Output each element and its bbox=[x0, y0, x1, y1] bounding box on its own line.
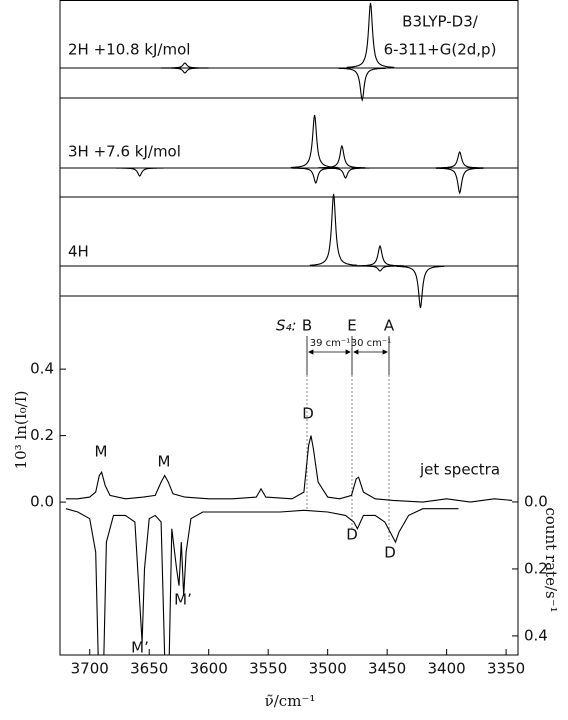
annotation: M bbox=[158, 453, 171, 471]
computed-peak bbox=[291, 167, 340, 184]
annotation: M’ bbox=[174, 591, 192, 609]
computed-peak bbox=[290, 114, 339, 169]
computed-peak bbox=[115, 167, 164, 177]
x-tick-label: 3550 bbox=[249, 660, 287, 678]
y2-tick-label: 0.4 bbox=[524, 626, 548, 644]
x-tick-label: 3450 bbox=[368, 660, 406, 678]
y-tick-label: 0.2 bbox=[30, 426, 54, 444]
splitting-arrows bbox=[306, 336, 390, 375]
y-axis-label: 10³ ln(I₀/I) bbox=[12, 391, 30, 470]
plot-area bbox=[65, 435, 513, 655]
frame bbox=[59, 0, 519, 656]
annotation: M bbox=[95, 443, 108, 461]
band-label: B bbox=[302, 317, 312, 335]
computed-peak bbox=[435, 151, 484, 169]
y2-tick-label: 0.0 bbox=[524, 492, 548, 510]
computed-peak bbox=[435, 167, 484, 195]
annotation: M’ bbox=[131, 639, 149, 657]
panel-label: 2H +10.8 kJ/mol bbox=[68, 41, 190, 59]
x-tick-label: 3700 bbox=[71, 660, 109, 678]
method-text: 6-311+G(2d,p) bbox=[384, 41, 497, 59]
x-tick-label: 3350 bbox=[487, 660, 525, 678]
annotation: D bbox=[346, 526, 358, 544]
y2-axis-label: count rate/s⁻¹ bbox=[542, 507, 560, 612]
guide-lines bbox=[306, 375, 390, 540]
annotation: D bbox=[384, 544, 396, 562]
y2-tick-label: 0.2 bbox=[524, 559, 548, 577]
y-tick-label: 0.4 bbox=[30, 360, 54, 378]
computed-peak bbox=[356, 244, 404, 267]
x-tick-label: 3400 bbox=[428, 660, 466, 678]
x-tick-label: 3650 bbox=[130, 660, 168, 678]
x-tick-label: 3500 bbox=[309, 660, 347, 678]
computed-peak bbox=[396, 265, 445, 309]
computed-peak bbox=[309, 193, 358, 266]
computed-peak bbox=[346, 2, 395, 68]
spectrum-line bbox=[65, 508, 459, 655]
computed-peak bbox=[161, 62, 209, 69]
computed-peak bbox=[321, 167, 370, 179]
splitting-label: S₄: bbox=[276, 317, 297, 335]
spectrum-line bbox=[65, 435, 513, 503]
gap-label: 39 cm⁻¹ bbox=[310, 338, 350, 349]
gap-label: 30 cm⁻¹ bbox=[351, 338, 391, 349]
method-text: B3LYP-D3/ bbox=[402, 13, 479, 31]
computed-peak bbox=[356, 265, 404, 272]
x-axis-label: ν̃/cm⁻¹ bbox=[265, 692, 316, 710]
y-tick-label: 0.0 bbox=[30, 493, 54, 511]
computed-peak bbox=[161, 67, 209, 74]
band-label: A bbox=[384, 317, 395, 335]
annotation: D bbox=[302, 405, 314, 423]
annotation: jet spectra bbox=[419, 461, 500, 479]
band-label: E bbox=[347, 317, 356, 335]
computed-peak bbox=[318, 144, 366, 169]
panel-label: 3H +7.6 kJ/mol bbox=[68, 143, 181, 161]
computed-peak bbox=[338, 67, 386, 102]
x-tick-label: 3600 bbox=[190, 660, 228, 678]
panel-label: 4H bbox=[68, 243, 89, 261]
